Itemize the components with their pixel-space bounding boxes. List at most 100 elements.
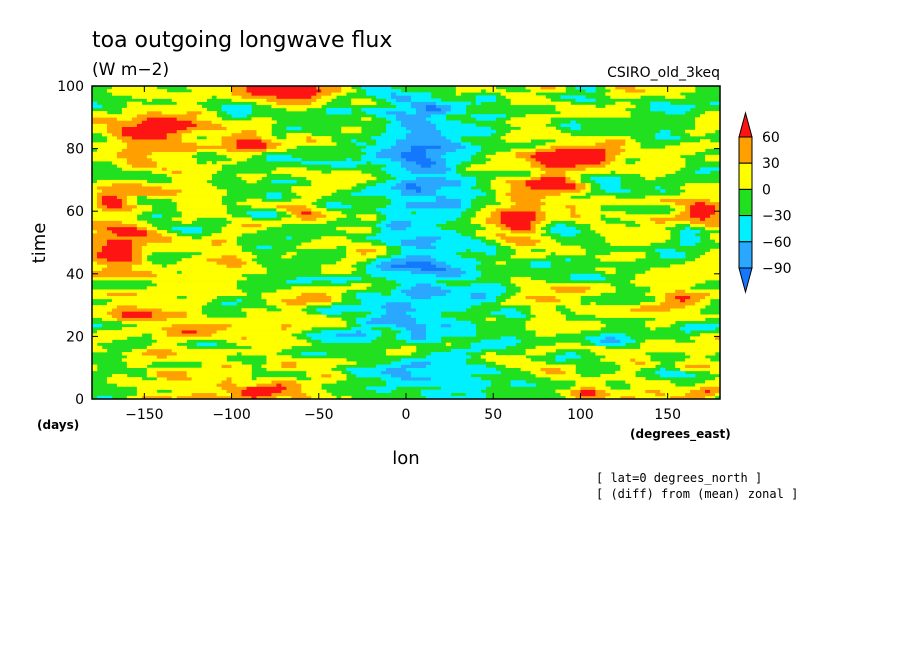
heatmap-cell — [485, 220, 501, 225]
heatmap-cell — [171, 348, 282, 353]
heatmap-cell — [445, 342, 452, 347]
heatmap-cell — [410, 314, 442, 318]
heatmap-cell — [266, 145, 277, 149]
heatmap-cell — [545, 142, 596, 146]
heatmap-cell — [475, 98, 497, 102]
heatmap-cell — [191, 89, 232, 93]
heatmap-cell — [530, 186, 576, 190]
heatmap-cell — [181, 132, 232, 137]
heatmap-cell — [381, 239, 402, 243]
heatmap-cell — [560, 367, 576, 372]
heatmap-cell — [605, 236, 671, 240]
heatmap-cell — [560, 392, 571, 397]
heatmap-cell — [605, 148, 626, 153]
heatmap-cell — [475, 211, 492, 215]
heatmap-cell — [650, 104, 696, 109]
heatmap-cell — [261, 136, 277, 140]
heatmap-cell — [495, 198, 511, 203]
heatmap-cell — [331, 305, 382, 309]
heatmap-cells — [92, 86, 721, 400]
heatmap-cell — [386, 276, 477, 281]
heatmap-cell — [510, 255, 546, 259]
heatmap-cell — [226, 264, 242, 268]
heatmap-cell — [161, 186, 217, 190]
heatmap-cell — [630, 280, 706, 284]
heatmap-cell — [430, 164, 447, 168]
heatmap-cell — [361, 189, 402, 193]
heatmap-cell — [92, 117, 118, 121]
heatmap-cell — [371, 261, 382, 265]
heatmap-cell — [391, 95, 412, 99]
heatmap-cell — [585, 289, 616, 293]
heatmap-cell — [151, 157, 197, 162]
heatmap-cell — [640, 173, 666, 178]
heatmap-cell — [326, 204, 352, 209]
heatmap-cell — [525, 114, 631, 118]
heatmap-cell — [271, 170, 322, 174]
heatmap-cell — [116, 195, 128, 199]
heatmap-cell — [291, 323, 347, 328]
heatmap-cell — [366, 236, 417, 240]
heatmap-cell — [141, 255, 148, 259]
heatmap-cell — [156, 164, 222, 168]
heatmap-cell — [106, 377, 143, 381]
heatmap-cell — [151, 280, 237, 284]
heatmap-cell — [675, 364, 686, 368]
heatmap-cell — [685, 204, 691, 209]
heatmap-cell — [92, 264, 108, 268]
heatmap-cell — [680, 142, 721, 146]
heatmap-cell — [281, 383, 302, 387]
heatmap-cell — [106, 136, 118, 140]
heatmap-cell — [406, 186, 422, 190]
heatmap-cell — [176, 192, 227, 196]
heatmap-cell — [96, 251, 133, 256]
heatmap-cell — [266, 148, 287, 153]
heatmap-cell — [500, 220, 531, 225]
heatmap-cell — [555, 289, 586, 293]
heatmap-cell — [226, 111, 252, 115]
heatmap-cell — [116, 305, 138, 309]
heatmap-cell — [435, 264, 452, 268]
heatmap-cell — [346, 251, 362, 256]
heatmap-cell — [560, 298, 581, 303]
heatmap-cell — [131, 255, 143, 259]
heatmap-cell — [136, 323, 173, 328]
heatmap-cell — [415, 317, 457, 322]
heatmap-cell — [92, 151, 118, 156]
heatmap-cell — [146, 229, 158, 234]
heatmap-cell — [361, 154, 377, 159]
heatmap-cell — [141, 261, 153, 265]
heatmap-cell — [705, 154, 721, 159]
heatmap-cell — [116, 317, 168, 322]
heatmap-cell — [510, 195, 546, 199]
heatmap-cell — [695, 201, 706, 206]
heatmap-cell — [121, 139, 183, 143]
heatmap-cell — [96, 395, 113, 400]
heatmap-cell — [470, 114, 506, 118]
heatmap-cell — [361, 298, 497, 303]
heatmap-cell — [690, 220, 721, 225]
heatmap-cell — [445, 161, 462, 165]
heatmap-cell — [585, 186, 591, 190]
heatmap-cell — [92, 192, 98, 196]
heatmap-cell — [700, 217, 706, 221]
heatmap-cell — [121, 126, 187, 131]
heatmap-cell — [396, 98, 412, 102]
heatmap-cell — [535, 211, 546, 215]
heatmap-cell — [485, 226, 501, 231]
heatmap-cell — [485, 217, 501, 221]
heatmap-cell — [605, 270, 616, 275]
heatmap-cell — [560, 192, 586, 196]
heatmap-cell — [396, 333, 412, 337]
heatmap-cell — [106, 242, 133, 246]
heatmap-cell — [510, 183, 526, 187]
heatmap-cell — [261, 364, 282, 368]
heatmap-cell — [106, 239, 133, 243]
heatmap-cell — [341, 89, 357, 93]
heatmap-cell — [381, 226, 392, 231]
heatmap-cell — [251, 214, 277, 218]
heatmap-cell — [176, 101, 197, 106]
heatmap-cell — [460, 142, 472, 146]
heatmap-cell — [430, 255, 462, 259]
heatmap-cell — [655, 392, 666, 397]
